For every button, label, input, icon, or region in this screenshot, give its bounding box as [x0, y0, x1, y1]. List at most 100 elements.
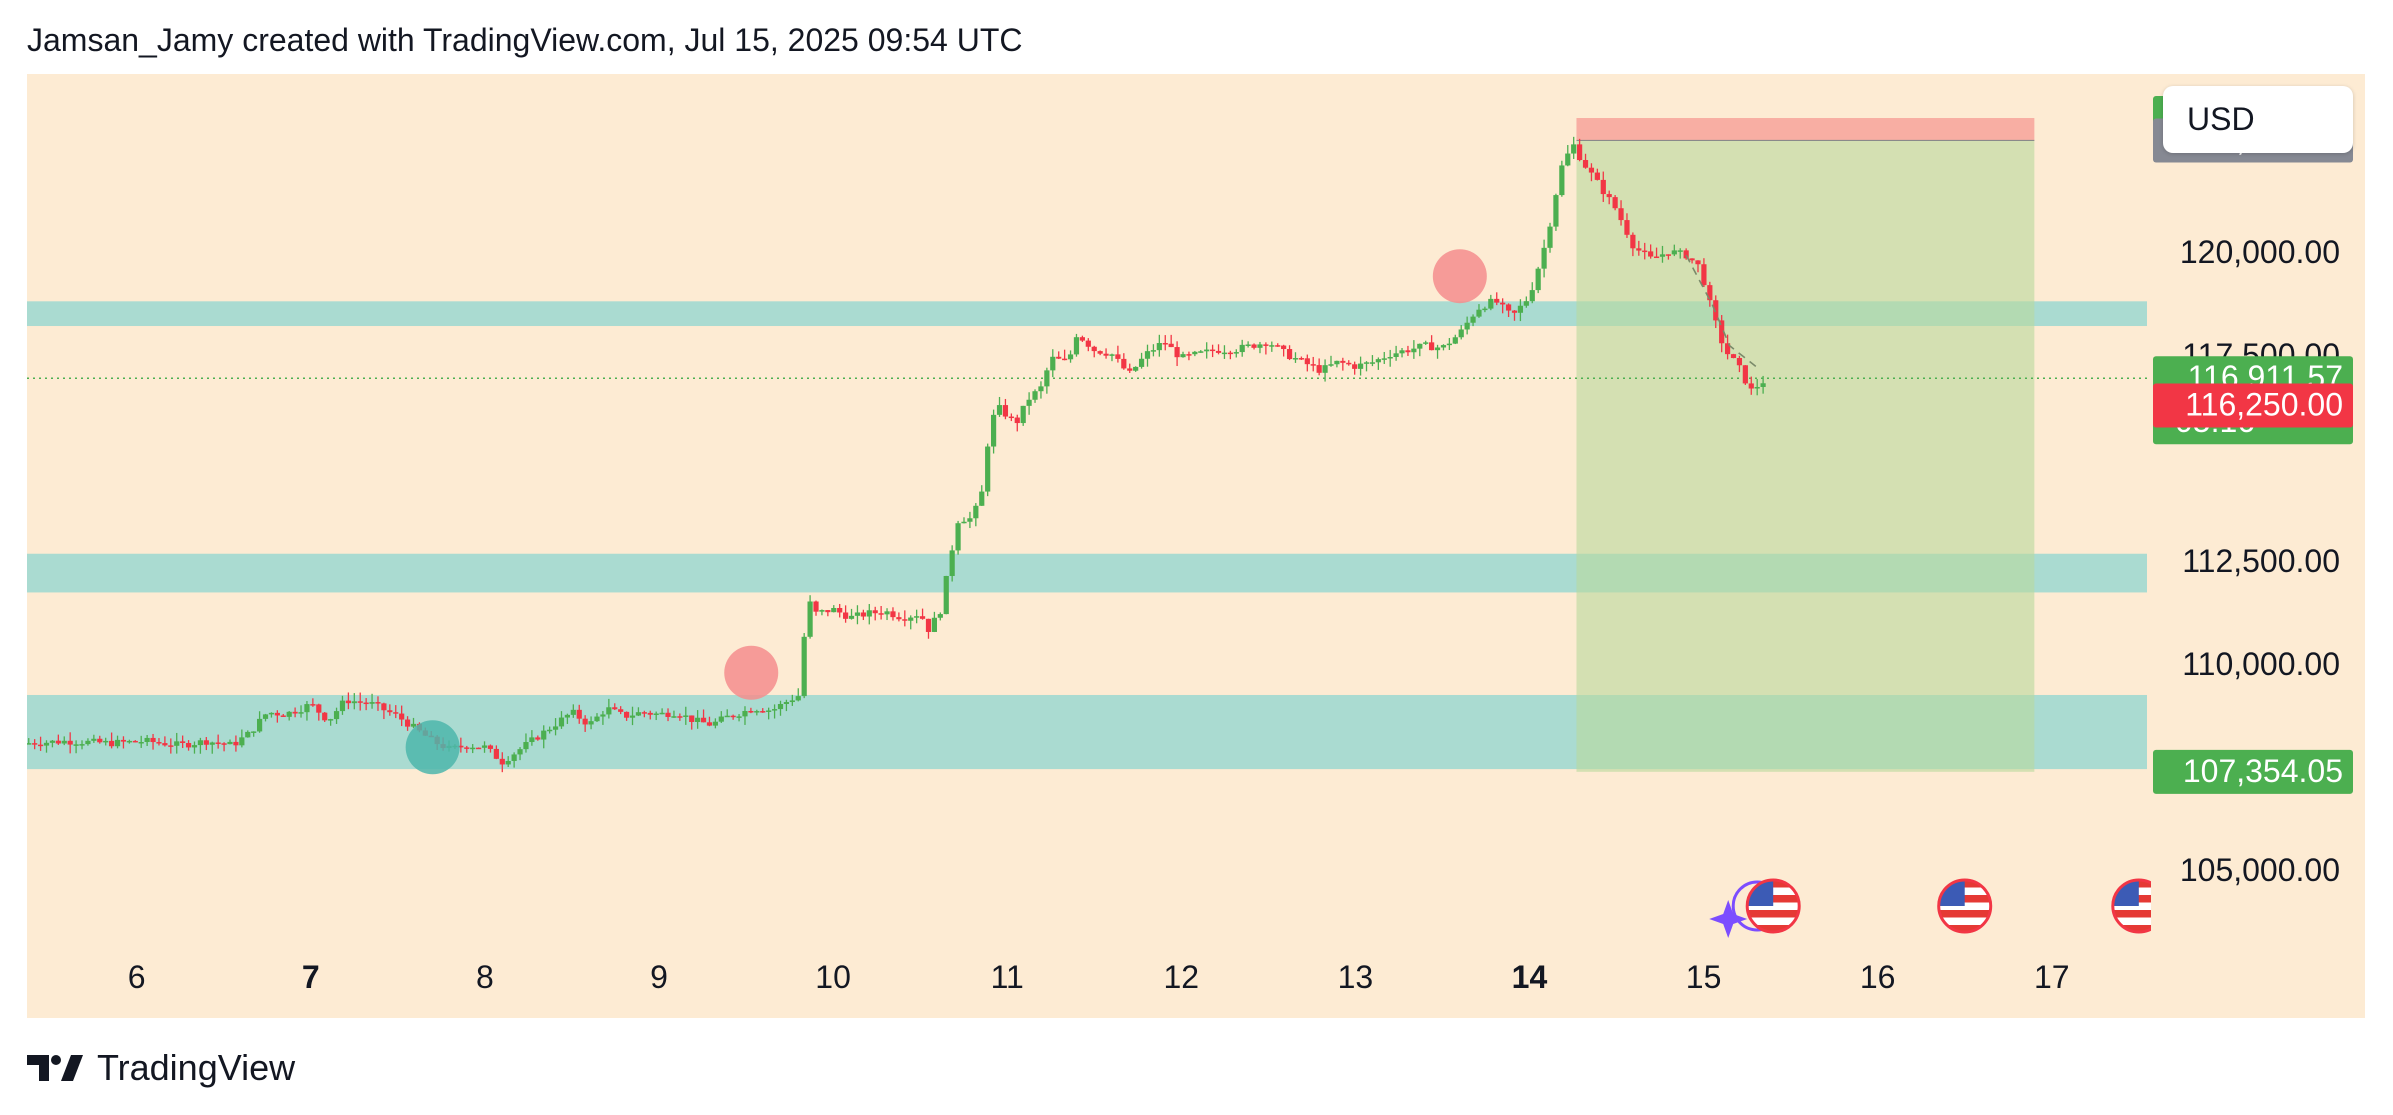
candle-body[interactable] [1067, 354, 1074, 360]
candle-body[interactable] [1653, 256, 1660, 259]
candle-body[interactable] [499, 758, 505, 765]
candle-body[interactable] [943, 575, 949, 615]
candle-body[interactable] [1618, 208, 1624, 221]
candle-body[interactable] [771, 709, 778, 711]
candle-body[interactable] [168, 745, 174, 747]
candle-body[interactable] [1180, 354, 1186, 358]
candle-body[interactable] [1310, 364, 1316, 366]
candle-body[interactable] [511, 754, 517, 761]
candle-body[interactable] [1133, 366, 1139, 371]
candle-body[interactable] [1440, 345, 1447, 348]
candle-body[interactable] [1677, 250, 1683, 252]
candle-body[interactable] [1429, 342, 1435, 351]
candle-body[interactable] [1020, 405, 1026, 424]
candle-body[interactable] [1328, 364, 1334, 366]
candle-body[interactable] [43, 742, 50, 746]
candle-body[interactable] [618, 709, 624, 712]
candle-body[interactable] [659, 712, 665, 715]
candle-body[interactable] [1565, 153, 1571, 166]
candle-body[interactable] [1056, 356, 1062, 359]
candle-body[interactable] [345, 700, 351, 704]
candle-body[interactable] [807, 601, 813, 637]
candle-body[interactable] [1014, 417, 1020, 424]
candle-body[interactable] [203, 740, 209, 745]
candle-body[interactable] [1748, 383, 1754, 389]
ai-sparkle-icon[interactable] [1709, 900, 1748, 938]
candle-body[interactable] [683, 715, 689, 717]
candle-body[interactable] [860, 612, 866, 617]
candle-body[interactable] [689, 715, 695, 722]
candle-body[interactable] [724, 715, 730, 718]
candle-body[interactable] [233, 741, 239, 746]
candle-body[interactable] [1730, 354, 1737, 359]
candle-body[interactable] [1322, 365, 1328, 373]
candle-body[interactable] [227, 741, 233, 745]
candle-body[interactable] [795, 696, 801, 701]
candle-body[interactable] [677, 716, 683, 718]
candle-body[interactable] [1547, 226, 1553, 248]
candle-body[interactable] [730, 715, 736, 718]
candle-body[interactable] [1511, 310, 1518, 313]
candle-body[interactable] [357, 701, 363, 703]
candle-body[interactable] [1381, 358, 1387, 360]
price-label-p-116250[interactable] [2153, 383, 2353, 428]
candle-body[interactable] [215, 742, 221, 744]
candle-body[interactable] [552, 726, 559, 730]
candle-body[interactable] [298, 712, 304, 714]
candle-body[interactable] [1665, 254, 1671, 256]
candle-body[interactable] [1245, 344, 1251, 346]
candle-body[interactable] [517, 749, 523, 755]
candle-body[interactable] [623, 711, 630, 718]
candle-body[interactable] [1606, 194, 1612, 198]
candle-body[interactable] [1168, 343, 1174, 348]
candle-body[interactable] [79, 744, 85, 746]
candle-body[interactable] [890, 611, 896, 618]
candle-body[interactable] [262, 714, 269, 719]
candle-body[interactable] [1417, 343, 1423, 349]
circle-marker-red-3[interactable] [1432, 249, 1487, 304]
candle-body[interactable] [777, 704, 784, 710]
candle-body[interactable] [1588, 167, 1595, 173]
candle-body[interactable] [825, 610, 831, 613]
candle-body[interactable] [1754, 386, 1760, 389]
candle-body[interactable] [256, 718, 263, 732]
candle-body[interactable] [996, 405, 1003, 415]
candle-body[interactable] [174, 741, 180, 746]
candle-body[interactable] [1002, 405, 1009, 417]
candle-body[interactable] [1736, 358, 1743, 366]
candle-body[interactable] [1517, 305, 1524, 313]
price-chart[interactable]: 120,000.00117,500.00112,500.00110,000.00… [27, 74, 2365, 1020]
candle-body[interactable] [1144, 351, 1151, 359]
candle-body[interactable] [221, 743, 227, 745]
candle-body[interactable] [1630, 234, 1636, 249]
candle-body[interactable] [1150, 350, 1157, 352]
candle-body[interactable] [576, 709, 582, 719]
candle-body[interactable] [1192, 351, 1198, 355]
candle-body[interactable] [32, 743, 38, 745]
candle-body[interactable] [570, 709, 576, 715]
candle-body[interactable] [1582, 160, 1589, 168]
candle-body[interactable] [1648, 251, 1654, 257]
candle-body[interactable] [1334, 360, 1340, 365]
candle-body[interactable] [1505, 304, 1512, 311]
candle-body[interactable] [1689, 258, 1695, 261]
candle-body[interactable] [872, 610, 878, 614]
candle-body[interactable] [1257, 344, 1263, 348]
candle-body[interactable] [1038, 386, 1044, 392]
candle-body[interactable] [1174, 347, 1180, 358]
candle-body[interactable] [541, 730, 547, 740]
candle-body[interactable] [665, 712, 671, 717]
candle-body[interactable] [1008, 416, 1014, 419]
candle-body[interactable] [1227, 352, 1233, 355]
candle-body[interactable] [1340, 360, 1346, 363]
candle-body[interactable] [1535, 268, 1541, 291]
candle-body[interactable] [1233, 352, 1239, 354]
candle-body[interactable] [1263, 344, 1269, 346]
candle-body[interactable] [700, 717, 707, 723]
candle-body[interactable] [493, 748, 499, 759]
candle-body[interactable] [1286, 349, 1293, 360]
candle-body[interactable] [718, 716, 724, 722]
candle-body[interactable] [464, 747, 470, 749]
candle-body[interactable] [1488, 298, 1494, 309]
candle-body[interactable] [458, 745, 464, 748]
